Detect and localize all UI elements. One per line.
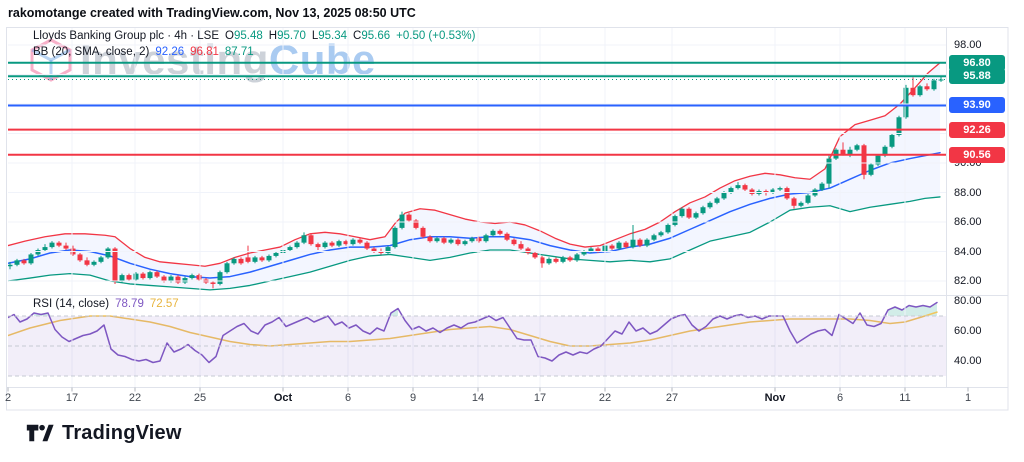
time-axis-label: 2	[4, 392, 12, 404]
time-axis-label: 1	[964, 392, 972, 404]
symbol-legend-token: Lloyds Banking Group plc · 4h · LSE	[33, 30, 220, 42]
price-axis-label: 88.00	[954, 186, 982, 199]
time-axis-label: 22	[598, 392, 612, 404]
rsi-legend-token: 72.57	[149, 298, 179, 310]
bb-indicator-legend[interactable]: BB (20, SMA, close, 2) 92.26 96.81 87.71	[33, 46, 260, 58]
rsi-legend-token: 78.79	[115, 298, 144, 310]
bb-legend-token: 87.71	[224, 46, 254, 58]
time-axis-label: Oct	[273, 392, 293, 404]
time-axis-label: Nov	[764, 392, 786, 404]
price-level-badge[interactable]: 90.56	[949, 146, 1005, 163]
price-axis-label: 84.00	[954, 245, 982, 258]
watermark-text-2: Cube	[268, 36, 376, 83]
price-level-badge[interactable]: 92.26	[949, 121, 1005, 138]
rsi-legend-token: RSI (14, close)	[33, 298, 110, 310]
bb-legend-token: 96.81	[190, 46, 219, 58]
price-axis-label: 82.00	[954, 275, 982, 287]
time-axis-label: 11	[899, 392, 911, 404]
time-axis-label: 17	[65, 392, 79, 404]
watermark: InvestingCube	[28, 36, 376, 84]
watermark-text-1: Investing	[80, 36, 269, 83]
price-level-badge[interactable]: 96.80	[949, 54, 1005, 71]
symbol-legend-token: L95.34	[311, 30, 348, 42]
time-axis-label: 17	[533, 392, 547, 404]
time-axis-label: 6	[344, 392, 352, 404]
rsi-axis-label: 60.00	[954, 325, 982, 337]
symbol-legend-token: +0.50 (+0.53%)	[396, 30, 476, 42]
time-axis-label: 27	[665, 392, 679, 404]
time-axis-label: 22	[128, 392, 142, 404]
price-level-badge[interactable]: 95.88	[949, 68, 1005, 85]
time-axis-label: 9	[409, 392, 417, 404]
bb-legend-token: 92.26	[155, 46, 185, 58]
symbol-legend-token: H95.70	[268, 30, 306, 42]
price-axis-label: 98.00	[954, 39, 982, 51]
tradingview-logo[interactable]: TradingView	[26, 421, 182, 445]
tradingview-brand-text: TradingView	[62, 421, 182, 444]
price-axis-label: 86.00	[954, 216, 982, 228]
rsi-axis-label: 40.00	[954, 355, 982, 367]
symbol-legend-token: O95.48	[225, 30, 263, 42]
time-axis-label: 14	[471, 392, 485, 404]
time-axis-label: 25	[193, 392, 207, 404]
symbol-legend-token: C95.66	[353, 30, 391, 42]
symbol-legend[interactable]: Lloyds Banking Group plc · 4h · LSE O95.4…	[33, 30, 481, 42]
tradingview-mark-icon	[26, 424, 54, 442]
rsi-indicator-legend[interactable]: RSI (14, close) 78.79 72.57	[33, 298, 185, 310]
time-axis-label: 6	[836, 392, 844, 404]
rsi-axis-label: 80.00	[954, 295, 982, 307]
attribution-text: rakomotange created with TradingView.com…	[8, 6, 416, 20]
bb-legend-token: BB (20, SMA, close, 2)	[33, 46, 150, 58]
price-level-badge[interactable]: 93.90	[949, 97, 1005, 114]
